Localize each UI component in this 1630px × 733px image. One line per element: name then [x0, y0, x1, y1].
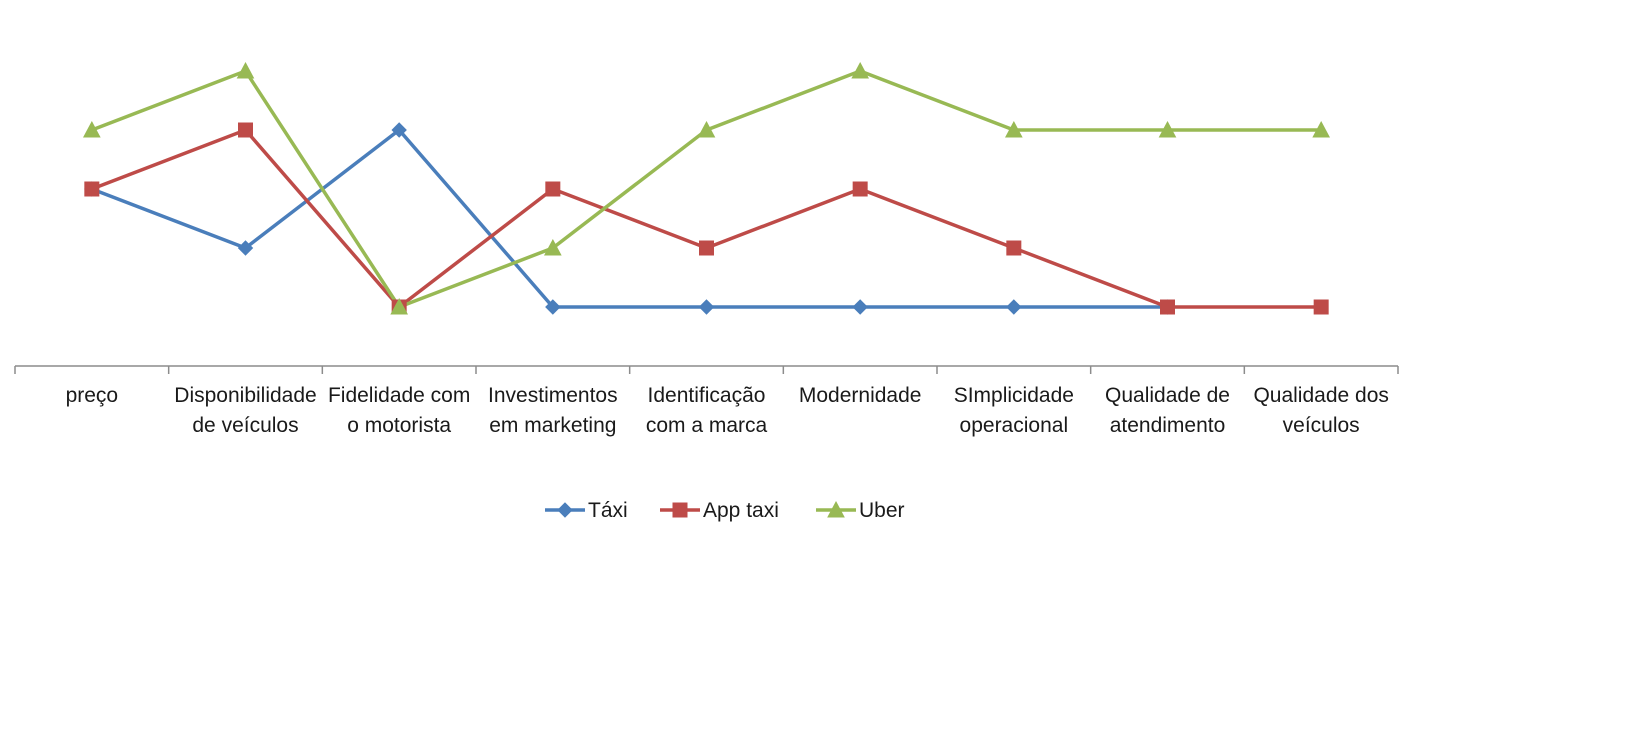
data-point-1 [84, 181, 100, 197]
series-line-0 [91, 128, 1168, 309]
data-point-2 [390, 297, 408, 315]
legend-marker-2 [827, 500, 845, 518]
data-point-1 [1006, 240, 1022, 256]
data-point-1 [545, 181, 561, 197]
data-point-1 [1313, 299, 1329, 315]
x-tick-label: Qualidade dos veículos [1253, 384, 1388, 437]
legend-marker-0 [557, 502, 573, 518]
x-tick-label-line: Qualidade dos [1253, 384, 1388, 407]
data-point-0 [391, 122, 407, 138]
series-markers [83, 61, 1330, 315]
x-tick-label-line: veículos [1283, 414, 1360, 437]
data-point-1 [1160, 299, 1175, 315]
legend-label-0: Táxi [588, 499, 628, 522]
data-point-2 [1004, 120, 1023, 138]
x-axis [14, 365, 1399, 374]
data-point-2 [1158, 120, 1177, 138]
x-tick-label-line: Fidelidade com [328, 384, 470, 407]
legend-marker-1 [672, 502, 688, 518]
x-tick-label: Fidelidade com o motorista [328, 384, 470, 437]
legend: Táxi App taxi Uber [545, 499, 905, 522]
x-tick-label-line: atendimento [1110, 414, 1226, 437]
data-point-2 [851, 61, 870, 79]
x-tick-label-line: SImplicidade [954, 384, 1074, 407]
x-tick-label: preço [66, 384, 119, 407]
x-tick-label-line: Investimentos [488, 384, 618, 407]
x-tick-label-line: Qualidade de [1105, 384, 1230, 407]
x-tick-label-line: de veículos [192, 414, 298, 437]
x-tick-label-line: Modernidade [799, 384, 922, 407]
data-point-1 [699, 240, 714, 256]
x-tick-label: Modernidade [799, 384, 922, 407]
data-point-0 [698, 299, 715, 315]
x-tick-label: Investimentos em marketing [488, 384, 618, 437]
data-point-0 [545, 299, 561, 315]
x-tick-label: Identificação com a marca [646, 384, 768, 437]
data-point-2 [697, 120, 716, 138]
x-tick-label-line: preço [66, 384, 119, 407]
x-tick-label-line: Disponibilidade [174, 384, 316, 407]
data-point-2 [83, 120, 101, 138]
x-tick-label-line: o motorista [347, 414, 451, 437]
legend-label-1: App taxi [703, 499, 779, 522]
data-point-2 [543, 238, 562, 256]
data-point-0 [237, 240, 254, 256]
data-point-2 [236, 61, 255, 79]
data-point-2 [1312, 120, 1330, 138]
x-tick-label-line: com a marca [646, 414, 768, 437]
legend-label-2: Uber [859, 499, 905, 522]
data-point-1 [238, 122, 253, 138]
x-axis-labels: preço Disponibilidade de veículos Fidelidad… [66, 384, 1389, 437]
series-line-1 [91, 128, 1322, 309]
x-tick-label: Disponibilidade de veículos [174, 384, 316, 437]
data-point-0 [852, 299, 868, 315]
x-tick-label-line: em marketing [489, 414, 616, 437]
data-point-0 [1006, 299, 1022, 315]
x-tick-label-line: Identificação [648, 384, 766, 407]
data-point-1 [852, 181, 868, 197]
x-tick-label: Qualidade de atendimento [1105, 384, 1230, 437]
series-line-2 [91, 69, 1322, 309]
x-tick-label-line: operacional [960, 414, 1069, 437]
x-tick-label: SImplicidade operacional [954, 384, 1074, 437]
series-lines [91, 69, 1322, 309]
